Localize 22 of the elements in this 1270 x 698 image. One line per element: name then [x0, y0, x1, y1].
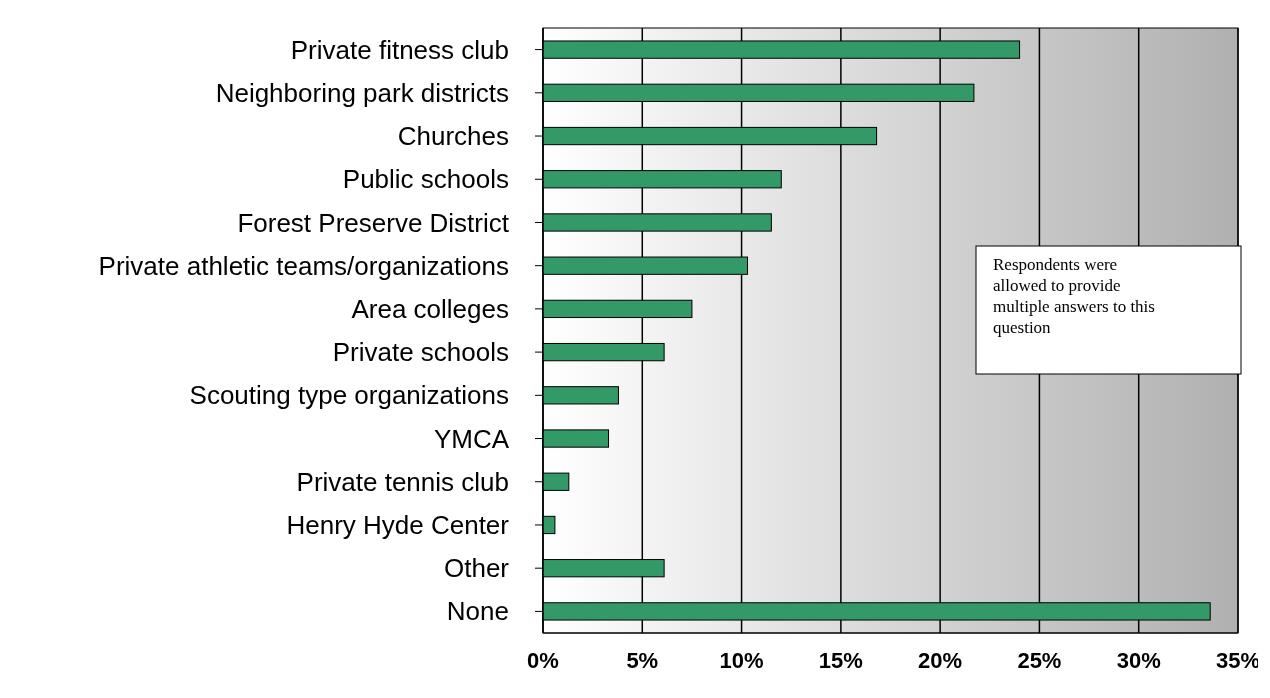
- y-tick-label: Private schools: [332, 337, 509, 368]
- y-tick-label: None: [446, 596, 509, 627]
- y-tick-label: YMCA: [433, 423, 510, 454]
- y-tick-label: Private athletic teams/organizations: [98, 250, 509, 281]
- x-tick-label: 15%: [818, 648, 863, 673]
- x-tick-label: 5%: [626, 648, 659, 673]
- y-tick-label: Henry Hyde Center: [286, 510, 510, 541]
- y-tick-label: Forest Preserve District: [237, 207, 510, 238]
- y-tick-label: Scouting type organizations: [189, 380, 509, 411]
- y-tick-label: Other: [443, 553, 510, 584]
- x-tick-label: 30%: [1116, 648, 1161, 673]
- y-tick-label: Churches: [397, 121, 509, 152]
- y-tick-label: Public schools: [342, 164, 509, 195]
- x-tick-label: 10%: [719, 648, 764, 673]
- y-tick-label: Neighboring park districts: [215, 77, 509, 108]
- y-tick-label: Area colleges: [351, 293, 509, 324]
- x-tick-label: 0%: [527, 648, 559, 673]
- y-tick-label: Private tennis club: [296, 466, 509, 497]
- x-tick-label: 25%: [1017, 648, 1062, 673]
- y-tick-label: Private fitness club: [290, 34, 509, 65]
- x-tick-label: 20%: [918, 648, 963, 673]
- annotation: Respondents were allowed to provide multiple answers to this question: [993, 254, 1156, 338]
